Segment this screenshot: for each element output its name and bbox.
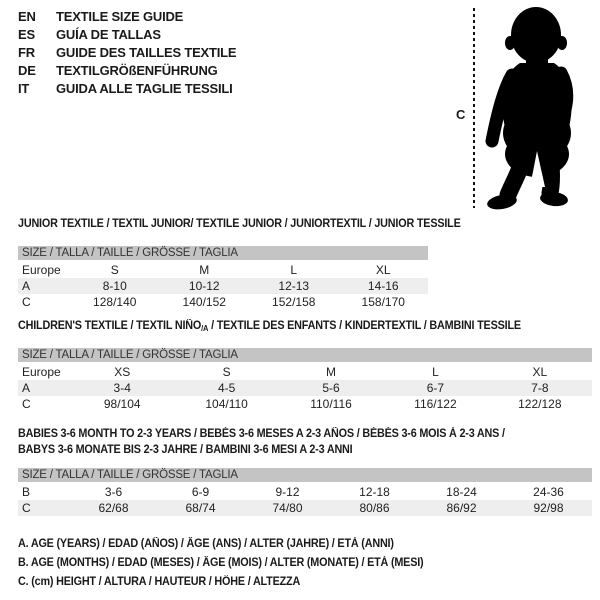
table-row: C 62/68 68/74 74/80 80/86 86/92 92/98 [18,500,592,516]
row-label: C [22,295,31,309]
babies-section-title-line1: BABIES 3-6 MONTH TO 2-3 YEARS / BEBÉS 3-… [18,428,505,440]
language-code: ES [18,27,35,42]
size-value-cell: 110/116 [310,397,352,411]
section-children-textile: CHILDREN'S TEXTILE / TEXTIL NIÑO/A / TEX… [18,319,592,412]
size-value-cell: 62/68 [98,501,129,515]
junior-size-table: Europe S M L XL A 8-10 10-12 12-13 14-16 C 128/140 1… [18,262,428,310]
size-value-cell: 3-4 [113,381,131,395]
guide-title-de: TEXTILGRÖßENFÜHRUNG [56,63,218,78]
language-row-de: DE TEXTILGRÖßENFÜHRUNG [18,62,592,80]
babies-section-title-line2: BABYS 3-6 MONATE BIS 2-3 JAHRE / BAMBINI… [18,444,353,456]
language-code: EN [18,9,36,24]
language-row-fr: FR GUIDE DES TAILLES TEXTILE [18,44,592,62]
size-value-cell: 6-9 [191,485,210,499]
footnotes: A. AGE (YEARS) / EDAD (AÑOS) / ÂGE (ANS)… [18,535,592,592]
children-title-pre: CHILDREN'S TEXTILE / TEXTIL NIÑO [18,320,202,332]
size-value-cell: 92/98 [533,501,564,515]
section-babies-textile: BABIES 3-6 MONTH TO 2-3 YEARS / BEBÉS 3-… [18,427,592,516]
footnote-height-cm: C. (cm) HEIGHT / ALTURA / HAUTEUR / HÖHE… [18,576,301,588]
babies-size-table: B 3-6 6-9 9-12 12-18 18-24 24-36 C 62/68 68/74 74/… [18,484,592,516]
size-value-cell: 128/140 [93,295,137,309]
babies-size-header-bar: SIZE / TALLA / TAILLE / GRÖSSE / TAGLIA [18,468,592,482]
size-value-cell: M [326,365,337,379]
toddler-silhouette-icon [485,7,574,210]
table-row: A 8-10 10-12 12-13 14-16 [18,278,428,294]
size-value-cell: XL [532,365,548,379]
size-value-cell: M [199,263,210,277]
children-size-table: Europe XS S M L XL A 3-4 4-5 5-6 6-7 7-8 C 98/104 104/… [18,364,592,412]
size-value-cell: 3-6 [104,485,123,499]
footnote-age-years: A. AGE (YEARS) / EDAD (AÑOS) / ÂGE (ANS)… [18,538,394,550]
table-row: C 128/140 140/152 152/158 158/170 [18,294,428,310]
size-value-cell: 18-24 [446,485,477,499]
size-value-cell: 122/128 [518,397,562,411]
size-value-cell: 12-13 [278,279,310,293]
table-row: Europe S M L XL [18,262,428,278]
size-value-cell: 68/74 [185,501,216,515]
language-code: IT [18,81,30,96]
table-row: C 98/104 104/110 110/116 116/122 122/128 [18,396,592,412]
size-value-cell: 14-16 [367,279,399,293]
table-row: A 3-4 4-5 5-6 6-7 7-8 [18,380,592,396]
size-value-cell: L [432,365,439,379]
size-value-cell: 86/92 [446,501,477,515]
language-row-it: IT GUIDA ALLE TAGLIE TESSILI [18,80,592,98]
children-title-post: / TEXTILE DES ENFANTS / KINDERTEXTIL / B… [208,320,521,332]
size-value-cell: XL [375,263,391,277]
height-measure-dotted-line [473,8,475,208]
row-label: C [22,397,31,411]
size-value-cell: 24-36 [533,485,564,499]
size-value-cell: 98/104 [103,397,141,411]
size-value-cell: 12-18 [359,485,390,499]
guide-title-it: GUIDA ALLE TAGLIE TESSILI [56,81,233,96]
children-size-header-bar: SIZE / TALLA / TAILLE / GRÖSSE / TAGLIA [18,348,592,362]
size-value-cell: 104/110 [205,397,248,411]
row-label: Europe [22,365,61,379]
size-value-cell: 80/86 [359,501,390,515]
language-code: DE [18,63,36,78]
size-value-cell: 5-6 [322,381,340,395]
row-label: A [22,381,31,395]
language-row-es: ES GUÍA DE TALLAS [18,26,592,44]
size-value-cell: 10-12 [188,279,220,293]
size-value-cell: 140/152 [182,295,226,309]
size-value-cell: 116/122 [414,397,457,411]
size-value-cell: L [290,263,298,277]
height-measure-figure: C [452,5,598,215]
size-value-cell: 8-10 [102,279,127,293]
size-value-cell: 158/170 [361,295,405,309]
guide-title-en: TEXTILE SIZE GUIDE [56,9,184,24]
size-value-cell: 152/158 [272,295,316,309]
size-value-cell: 4-5 [217,381,236,395]
size-value-cell: S [110,263,119,277]
size-value-cell: 9-12 [275,485,300,499]
row-label: B [22,485,31,499]
language-code: FR [18,45,35,60]
size-value-cell: 7-8 [531,381,549,395]
children-section-title: CHILDREN'S TEXTILE / TEXTIL NIÑO/A / TEX… [18,319,558,334]
children-title-subscript: /A [201,324,209,333]
row-label: C [22,501,31,515]
guide-title-es: GUÍA DE TALLAS [56,27,161,42]
table-row: Europe XS S M L XL [18,364,592,380]
size-value-cell: 6-7 [426,381,445,395]
size-value-cell: XS [114,365,131,379]
junior-section-title: JUNIOR TEXTILE / TEXTIL JUNIOR/ TEXTILE … [18,218,461,230]
language-header: EN TEXTILE SIZE GUIDE ES GUÍA DE TALLAS … [18,8,592,98]
junior-size-header-bar: SIZE / TALLA / TAILLE / GRÖSSE / TAGLIA [18,246,428,260]
table-row: B 3-6 6-9 9-12 12-18 18-24 24-36 [18,484,592,500]
size-value-cell: S [222,365,231,379]
language-row-en: EN TEXTILE SIZE GUIDE [18,8,592,26]
row-label: Europe [22,263,61,277]
footnote-age-months: B. AGE (MONTHS) / EDAD (MESES) / ÂGE (MO… [18,557,424,569]
row-label: A [22,279,31,293]
section-junior-textile: JUNIOR TEXTILE / TEXTIL JUNIOR/ TEXTILE … [18,217,461,310]
guide-title-fr: GUIDE DES TAILLES TEXTILE [56,45,237,60]
height-measure-label: C [456,107,466,122]
size-value-cell: 74/80 [272,501,303,515]
